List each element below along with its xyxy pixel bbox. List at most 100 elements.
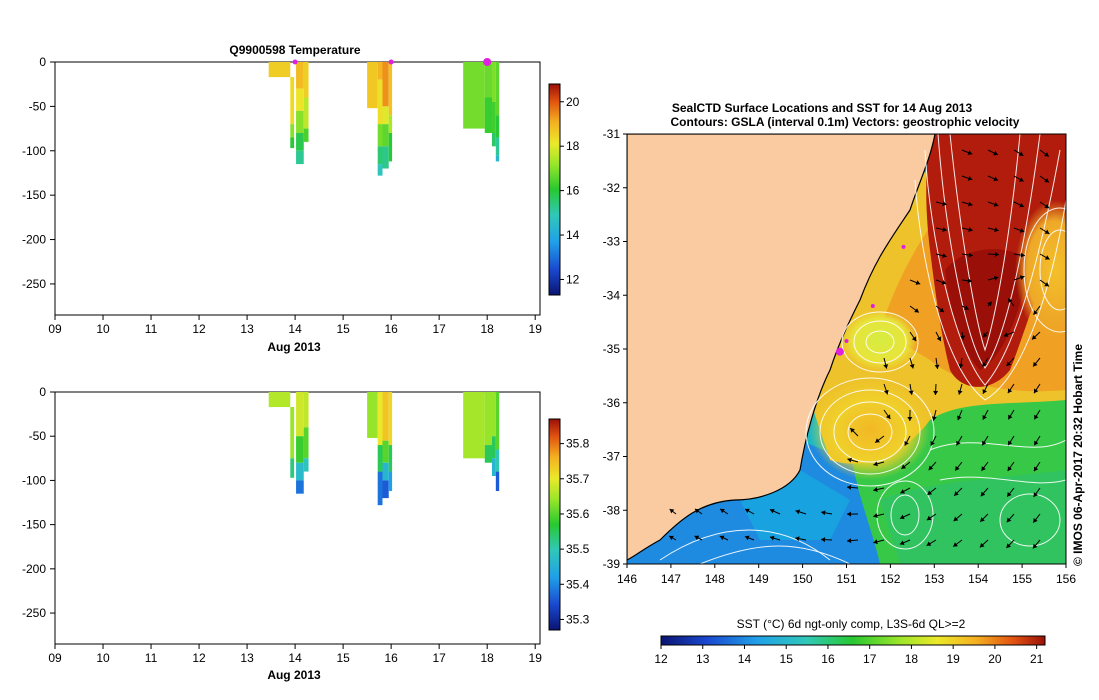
seal-location-marker bbox=[835, 347, 844, 356]
temperature-x-tick-label: 18 bbox=[480, 322, 494, 336]
temperature-x-tick-label: 17 bbox=[432, 322, 446, 336]
map-x-tick-label: 154 bbox=[968, 572, 988, 586]
velocity-vector-head bbox=[956, 440, 961, 446]
velocity-vector-head bbox=[1007, 388, 1013, 394]
map-y-tick-label: -33 bbox=[603, 235, 621, 249]
velocity-vector-head bbox=[1008, 298, 1013, 304]
salinity-x-tick-label: 13 bbox=[240, 651, 254, 665]
gsla-contour bbox=[699, 545, 851, 564]
velocity-vector-head bbox=[1031, 334, 1037, 340]
map-credit: © IMOS 06-Apr-2017 20:32 Hobart Time bbox=[1071, 344, 1085, 566]
salinity-colorbar bbox=[548, 418, 561, 631]
velocity-vector-head bbox=[899, 540, 905, 546]
temperature-y-tick-label: 0 bbox=[39, 55, 46, 69]
velocity-vector-head bbox=[873, 461, 878, 467]
sst-colorbar-tick-label: 15 bbox=[780, 652, 794, 666]
gsla-contour bbox=[924, 149, 1061, 386]
velocity-vector-head bbox=[967, 150, 973, 155]
salinity-colorbar-tick-label: 35.5 bbox=[566, 542, 590, 556]
velocity-vector-head bbox=[908, 390, 914, 395]
velocity-vector-head bbox=[1008, 414, 1013, 420]
salinity-profile-cell bbox=[495, 449, 500, 472]
sst-colorbar-tick-label: 13 bbox=[696, 652, 710, 666]
warm-eddy-north bbox=[842, 310, 918, 370]
temperature-profile-cell bbox=[303, 97, 309, 129]
salinity-profile-cell bbox=[367, 392, 378, 438]
sst-colorbar bbox=[660, 635, 1046, 646]
temperature-profile-cell bbox=[377, 79, 383, 125]
salinity-profile-cell bbox=[388, 392, 393, 446]
temperature-profile-cell bbox=[296, 62, 304, 89]
velocity-vector-head bbox=[957, 390, 963, 395]
salinity-y-tick-label: -250 bbox=[22, 606, 46, 620]
velocity-vector-head bbox=[967, 278, 972, 284]
salinity-profile-cell bbox=[382, 392, 389, 441]
temperature-profile-cell bbox=[388, 133, 393, 162]
salinity-y-tick-label: -50 bbox=[29, 429, 47, 443]
velocity-vector-head bbox=[769, 508, 775, 514]
velocity-vector-head bbox=[1032, 543, 1038, 549]
temperature-profile-cell bbox=[491, 101, 496, 134]
temperature-profile-cell bbox=[377, 62, 383, 80]
velocity-vector-head bbox=[1044, 229, 1050, 234]
velocity-vector-head bbox=[926, 515, 932, 521]
velocity-vector-head bbox=[911, 336, 917, 342]
temperature-colorbar bbox=[548, 83, 561, 296]
velocity-vector-head bbox=[1044, 152, 1049, 157]
gsla-contour bbox=[819, 389, 921, 475]
temperature-x-tick-label: 11 bbox=[145, 322, 158, 336]
velocity-vector-head bbox=[982, 440, 987, 446]
temperature-y-tick-label: -150 bbox=[22, 188, 46, 202]
temperature-profile-cell bbox=[377, 164, 383, 176]
temperature-colorbar-tick-label: 12 bbox=[566, 272, 580, 286]
velocity-vector-head bbox=[745, 508, 750, 514]
map-x-tick-label: 148 bbox=[705, 572, 725, 586]
temperature-profile-cell bbox=[495, 137, 500, 156]
sst-colorbar-tick-label: 21 bbox=[1030, 652, 1044, 666]
velocity-vector-head bbox=[1019, 275, 1025, 281]
velocity-vector-head bbox=[968, 252, 973, 258]
velocity-vector-head bbox=[744, 535, 750, 541]
velocity-vector-head bbox=[873, 513, 878, 519]
velocity-vector-head bbox=[1033, 361, 1038, 367]
velocity-vector-head bbox=[993, 202, 999, 207]
temperature-profile-cell bbox=[367, 62, 378, 109]
surface-location-marker bbox=[292, 59, 298, 65]
warm-eddy-east bbox=[1015, 200, 1066, 340]
velocity-vector-head bbox=[795, 536, 800, 542]
salinity-colorbar-tick-label: 35.3 bbox=[566, 612, 590, 626]
salinity-y-tick-label: -100 bbox=[22, 473, 46, 487]
velocity-vector-head bbox=[847, 511, 852, 517]
velocity-vector-head bbox=[994, 251, 999, 257]
velocity-vector-head bbox=[1003, 332, 1009, 337]
seal-location-marker bbox=[870, 304, 875, 308]
temperature-profile-cell bbox=[382, 106, 389, 125]
gsla-contour bbox=[949, 134, 1021, 352]
velocity-vector-head bbox=[993, 150, 998, 156]
salinity-xlabel: Aug 2013 bbox=[267, 668, 321, 682]
temperature-profile-cell bbox=[296, 110, 304, 134]
velocity-vector-head bbox=[953, 516, 959, 522]
temperature-profile-cell bbox=[463, 62, 485, 129]
velocity-vector-head bbox=[933, 390, 939, 395]
salinity-profile-cell bbox=[303, 427, 309, 459]
map-x-tick-label: 155 bbox=[1012, 572, 1032, 586]
salinity-x-tick-label: 11 bbox=[145, 651, 158, 665]
temperature-profile-cell bbox=[296, 150, 304, 165]
velocity-vector-head bbox=[941, 279, 947, 285]
velocity-vector-head bbox=[669, 509, 675, 514]
salinity-x-tick-label: 09 bbox=[48, 651, 62, 665]
temperature-profile-cell bbox=[290, 137, 295, 149]
velocity-vector-head bbox=[980, 491, 986, 497]
temperature-x-tick-label: 19 bbox=[529, 322, 543, 336]
map-y-tick-label: -34 bbox=[603, 288, 621, 302]
velocity-vector-head bbox=[873, 539, 878, 545]
temperature-profile-cell bbox=[495, 62, 500, 116]
velocity-vector-head bbox=[928, 465, 934, 471]
velocity-vector-head bbox=[907, 416, 913, 421]
temperature-profile-cell bbox=[377, 124, 383, 147]
velocity-vector-head bbox=[1006, 517, 1012, 523]
gsla-contour bbox=[1039, 229, 1066, 311]
salinity-profile-cell bbox=[296, 436, 304, 463]
velocity-vector-head bbox=[1034, 414, 1039, 420]
